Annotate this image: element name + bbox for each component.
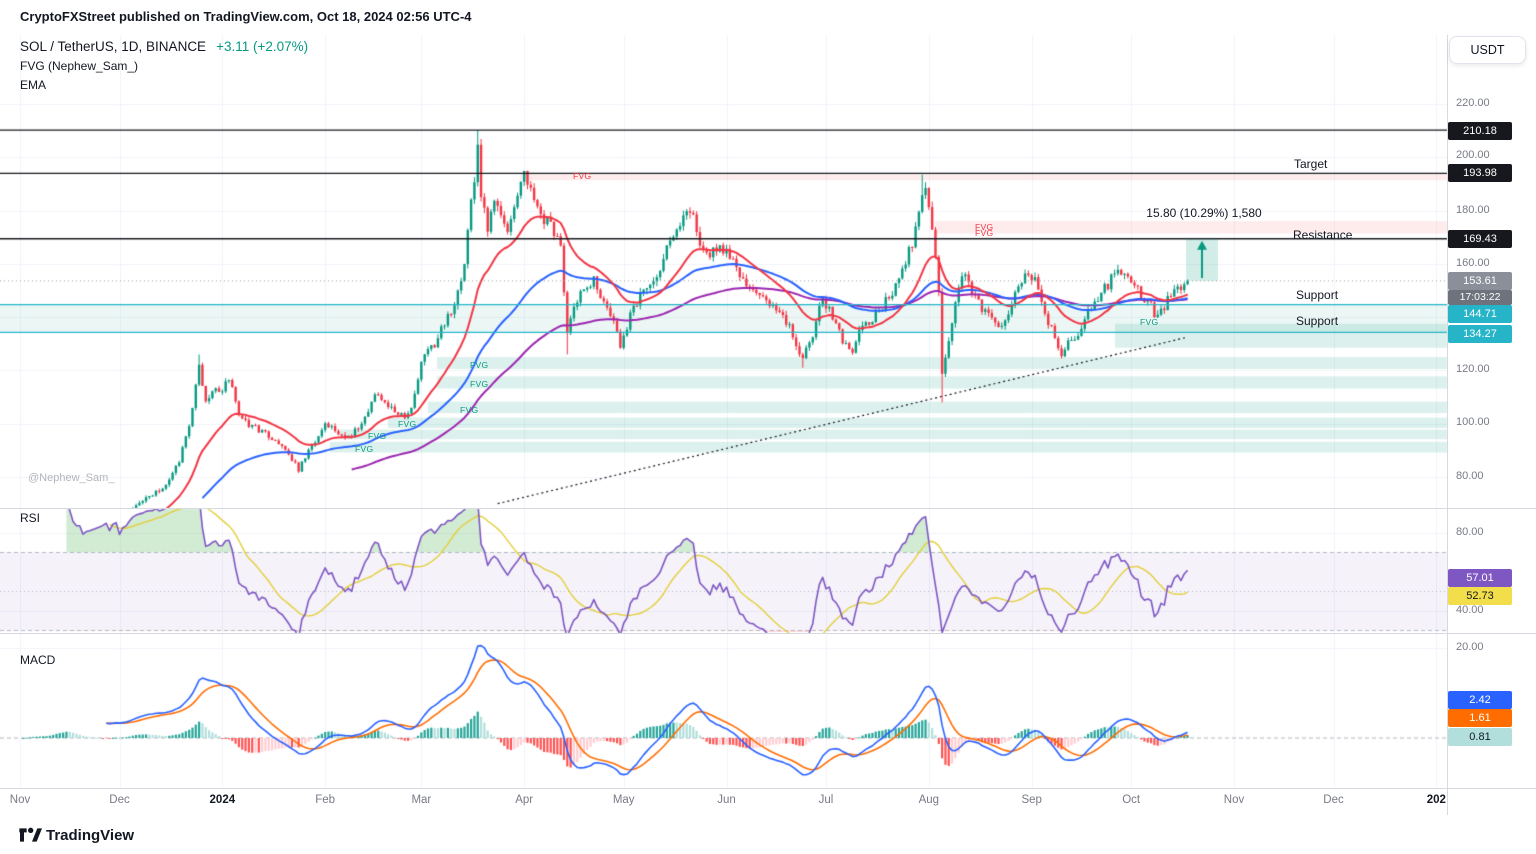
panel-separator-timeaxis[interactable] bbox=[0, 788, 1536, 789]
fvg-label: FVG bbox=[398, 419, 417, 429]
price-axis-badge: 2.42 bbox=[1448, 691, 1512, 709]
attribution-text: CryptoFXStreet published on TradingView.… bbox=[20, 9, 472, 24]
time-axis-label: 2024 bbox=[209, 794, 236, 806]
price-axis-badge: 193.98 bbox=[1448, 164, 1512, 182]
price-axis-badge: 134.27 bbox=[1448, 325, 1512, 343]
measure-annotation[interactable]: 15.80 (10.29%) 1,580 bbox=[1146, 206, 1262, 220]
time-axis-label: Nov bbox=[1223, 794, 1245, 806]
time-axis-label: Oct bbox=[1122, 794, 1141, 806]
price-axis-tick: 20.00 bbox=[1456, 641, 1484, 653]
fvg-label: FVG bbox=[368, 431, 387, 441]
time-axis-label: Apr bbox=[515, 794, 534, 806]
rsi-pane-label[interactable]: RSI bbox=[20, 511, 41, 525]
price-axis-badge: 169.43 bbox=[1448, 230, 1512, 248]
price-axis-tick: 80.00 bbox=[1456, 526, 1484, 538]
fvg-label: FVG bbox=[470, 379, 489, 389]
fvg-label: FVG bbox=[975, 228, 994, 238]
currency-toggle-button[interactable]: USDT bbox=[1449, 36, 1526, 64]
time-axis-label: Mar bbox=[411, 794, 432, 806]
fvg-label: FVG bbox=[470, 360, 489, 370]
price-axis-badge: 153.61 bbox=[1448, 272, 1512, 290]
price-axis-tick: 120.00 bbox=[1456, 363, 1490, 375]
time-axis-label: Dec bbox=[109, 794, 130, 806]
price-change: +3.11 (+2.07%) bbox=[216, 39, 309, 54]
price-axis-tick: 40.00 bbox=[1456, 604, 1484, 616]
footer-brand[interactable]: TradingView bbox=[46, 827, 135, 844]
fvg-label: FVG bbox=[573, 171, 592, 181]
panel-separator-macd[interactable] bbox=[0, 633, 1536, 634]
time-axis-label: 202 bbox=[1426, 794, 1446, 806]
fvg-label: FVG bbox=[460, 405, 479, 415]
price-axis-tick: 80.00 bbox=[1456, 470, 1484, 482]
price-axis-tick: 160.00 bbox=[1456, 257, 1490, 269]
time-axis-label: May bbox=[612, 794, 635, 806]
support-lower-annotation[interactable]: Support bbox=[1296, 314, 1339, 328]
resistance-annotation[interactable]: Resistance bbox=[1293, 228, 1353, 242]
time-axis-label: Dec bbox=[1323, 794, 1344, 806]
fvg-label: FVG bbox=[975, 222, 994, 232]
panel-separator-rsi[interactable] bbox=[0, 508, 1536, 509]
macd-pane-label[interactable]: MACD bbox=[20, 653, 56, 667]
price-axis-badge: 1.61 bbox=[1448, 709, 1512, 727]
symbol-legend[interactable]: SOL / TetherUS, 1D, BINANCE +3.11 (+2.07%… bbox=[20, 39, 308, 54]
time-axis-label: Jun bbox=[717, 794, 736, 806]
price-axis-tick: 180.00 bbox=[1456, 204, 1490, 216]
price-axis-separator[interactable] bbox=[1447, 35, 1448, 815]
indicator-legend-fvg[interactable]: FVG (Nephew_Sam_) bbox=[20, 59, 139, 73]
price-axis-badge: 210.18 bbox=[1448, 122, 1512, 140]
price-axis-badge: 144.71 bbox=[1448, 305, 1512, 323]
price-axis-tick: 220.00 bbox=[1456, 97, 1490, 109]
author-watermark: @Nephew_Sam_ bbox=[28, 472, 115, 484]
price-axis-badge: 17:03:22 bbox=[1448, 289, 1512, 305]
price-axis-badge: 52.73 bbox=[1448, 587, 1512, 605]
support-upper-annotation[interactable]: Support bbox=[1296, 288, 1339, 302]
footer bbox=[18, 825, 42, 845]
price-axis-tick: 100.00 bbox=[1456, 416, 1490, 428]
time-axis-label: Feb bbox=[315, 794, 336, 806]
price-axis-badge: 57.01 bbox=[1448, 569, 1512, 587]
fvg-label: FVG bbox=[355, 444, 374, 454]
target-annotation[interactable]: Target bbox=[1294, 157, 1328, 171]
price-axis-badge: 0.81 bbox=[1448, 728, 1512, 746]
time-axis-label: Sep bbox=[1021, 794, 1042, 806]
time-axis-label: Aug bbox=[918, 794, 940, 806]
time-axis-label: Jul bbox=[818, 794, 834, 806]
tradingview-logo-icon[interactable] bbox=[18, 825, 42, 845]
symbol-title: SOL / TetherUS, 1D, BINANCE bbox=[20, 39, 207, 54]
price-axis-tick: 200.00 bbox=[1456, 149, 1490, 161]
indicator-legend-ema[interactable]: EMA bbox=[20, 78, 47, 92]
fvg-label: FVG bbox=[1140, 317, 1159, 327]
time-axis-label: Nov bbox=[9, 794, 31, 806]
